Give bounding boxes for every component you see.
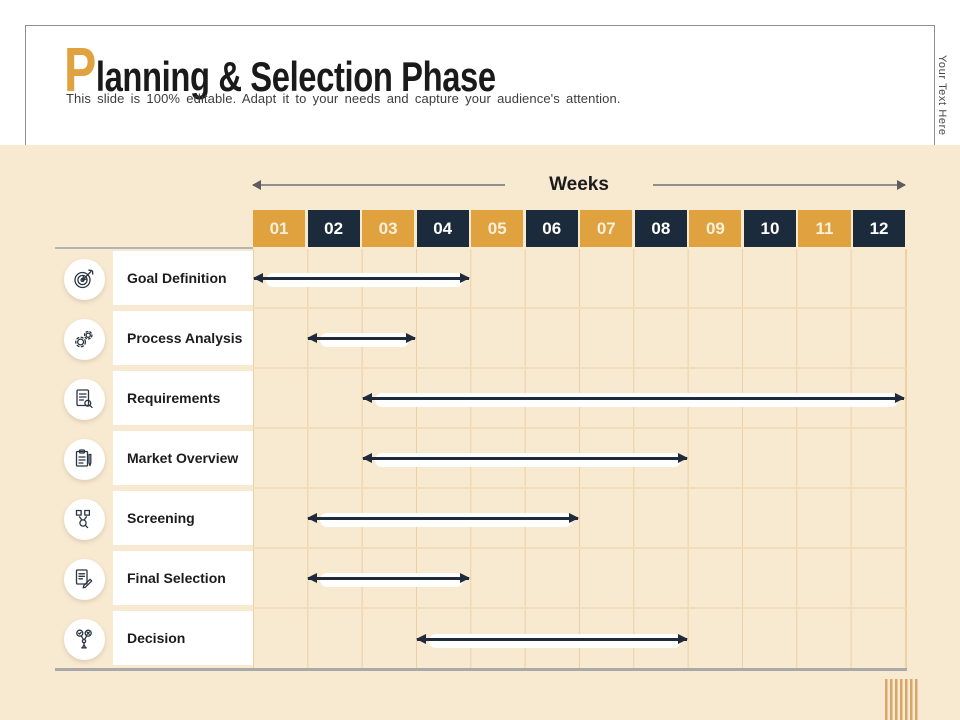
double-arrow-icon (308, 576, 470, 580)
axis-left-arrow-icon (253, 184, 506, 186)
task-icon-cell (55, 429, 113, 489)
bar-highlight-band (374, 453, 681, 467)
corner-stripes-decoration (885, 679, 919, 720)
week-header-cell[interactable]: 05 (471, 210, 524, 247)
gantt-row-grid (253, 249, 907, 309)
gantt-bar[interactable] (416, 626, 688, 652)
bar-highlight-band (320, 573, 464, 587)
table-top-border (55, 247, 253, 249)
title-drop-cap: P (64, 36, 96, 105)
week-header-cell[interactable]: 07 (580, 210, 633, 247)
table-row: Decision (55, 609, 907, 669)
bar-highlight-band (320, 333, 409, 347)
gantt-row-grid (253, 309, 907, 369)
gantt-row-grid (253, 369, 907, 429)
week-header-cell[interactable]: 08 (634, 210, 687, 247)
table-row: Goal Definition (55, 249, 907, 309)
week-header-cell[interactable]: 04 (416, 210, 469, 247)
task-icon-cell (55, 489, 113, 549)
gantt-bar[interactable] (307, 565, 470, 591)
task-icon-cell (55, 309, 113, 369)
gantt-row-grid (253, 609, 907, 669)
clipboard-pen-icon[interactable] (63, 438, 105, 480)
double-arrow-icon (417, 637, 687, 641)
table-row: Market Overview (55, 429, 907, 489)
table-row: Screening (55, 489, 907, 549)
page-title[interactable]: Planning & Selection Phase (64, 40, 496, 102)
week-header-cell[interactable]: 10 (743, 210, 796, 247)
task-label[interactable]: Goal Definition (113, 251, 253, 305)
double-arrow-icon (362, 456, 687, 460)
title-text: lanning & Selection Phase (95, 53, 496, 100)
bar-highlight-band (374, 393, 898, 407)
task-icon-cell (55, 369, 113, 429)
week-header-cell[interactable]: 01 (253, 210, 306, 247)
week-header-cell[interactable]: 09 (689, 210, 742, 247)
double-arrow-icon (362, 396, 904, 400)
week-header-cell[interactable]: 11 (798, 210, 851, 247)
gantt-bar[interactable] (362, 385, 905, 411)
magnifier-screening-icon[interactable] (63, 498, 105, 540)
bar-highlight-band (266, 273, 464, 287)
gantt-bar[interactable] (307, 505, 579, 531)
bar-highlight-band (429, 634, 681, 648)
week-header-cell[interactable]: 06 (525, 210, 578, 247)
weeks-axis-label: Weeks (549, 174, 609, 195)
task-icon-cell (55, 549, 113, 609)
person-choice-icon[interactable] (63, 618, 105, 660)
week-header-cell[interactable]: 03 (362, 210, 415, 247)
task-label[interactable]: Requirements (113, 371, 253, 425)
gantt-bar[interactable] (253, 265, 470, 291)
gantt-row-grid (253, 429, 907, 489)
gantt-bar[interactable] (307, 325, 416, 351)
target-icon[interactable] (63, 258, 105, 300)
table-row: Requirements (55, 369, 907, 429)
checklist-document-icon[interactable] (63, 378, 105, 420)
task-label[interactable]: Market Overview (113, 431, 253, 485)
bar-highlight-band (320, 513, 572, 527)
double-arrow-icon (308, 336, 415, 340)
side-placeholder-text[interactable]: Your Text Here (936, 55, 948, 136)
double-arrow-icon (308, 516, 578, 520)
task-icon-cell (55, 609, 113, 669)
week-header-row: 01 02 03 04 05 06 07 08 09 10 11 12 (253, 210, 906, 247)
task-icon-cell (55, 249, 113, 309)
week-header-cell[interactable]: 02 (307, 210, 360, 247)
gears-icon[interactable] (63, 318, 105, 360)
axis-right-arrow-icon (652, 184, 906, 186)
table-row: Final Selection (55, 549, 907, 609)
task-label[interactable]: Process Analysis (113, 311, 253, 365)
document-signature-icon[interactable] (63, 558, 105, 600)
gantt-row-grid (253, 549, 907, 609)
task-label[interactable]: Screening (113, 491, 253, 545)
table-bottom-border (55, 668, 907, 671)
task-label[interactable]: Final Selection (113, 551, 253, 605)
week-header-cell[interactable]: 12 (853, 210, 906, 247)
task-label[interactable]: Decision (113, 611, 253, 665)
gantt-row-grid (253, 489, 907, 549)
table-row: Process Analysis (55, 309, 907, 369)
gantt-bar[interactable] (362, 445, 688, 471)
weeks-axis: Weeks (253, 172, 906, 198)
page-subtitle[interactable]: This slide is 100% editable. Adapt it to… (66, 91, 621, 106)
gantt-table: Goal Definition Process Analysis Requireme… (55, 249, 907, 669)
double-arrow-icon (254, 276, 470, 280)
